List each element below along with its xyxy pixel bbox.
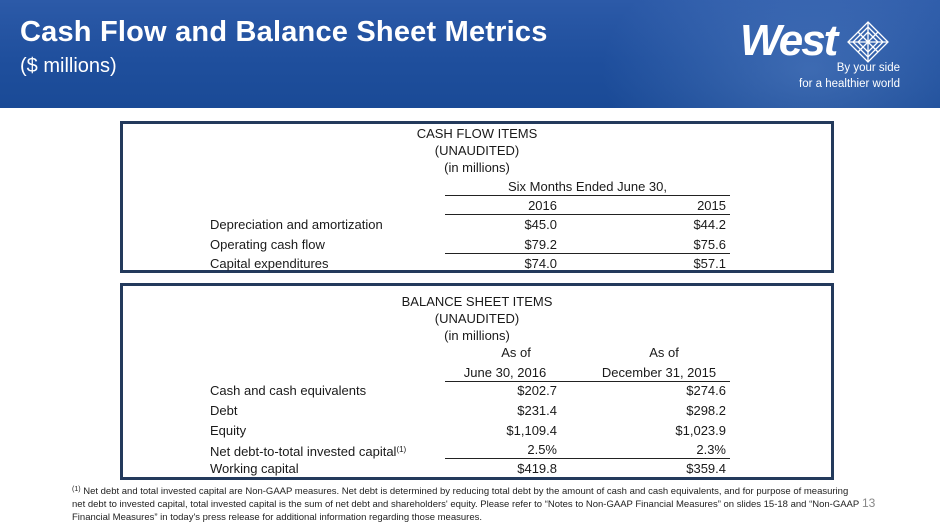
row-value: $202.7 — [517, 383, 557, 398]
page-number: 13 — [862, 496, 876, 510]
header-banner: Cash Flow and Balance Sheet Metrics ($ m… — [0, 0, 940, 108]
column-header-line1: As of — [501, 345, 531, 360]
total-rule — [445, 253, 730, 254]
logo-mark-icon — [847, 21, 889, 63]
balance-sheet-table: BALANCE SHEET ITEMS (UNAUDITED) (in mill… — [120, 283, 834, 480]
column-header-2015: 2015 — [697, 198, 726, 213]
row-label: Working capital — [210, 461, 299, 476]
row-value: $274.6 — [686, 383, 726, 398]
row-value: $231.4 — [517, 403, 557, 418]
row-label: Equity — [210, 423, 247, 438]
row-value: $74.0 — [524, 256, 557, 271]
page-subtitle: ($ millions) — [20, 55, 117, 77]
footnote-text: Net debt and total invested capital are … — [72, 486, 860, 523]
row-value: $57.1 — [693, 256, 726, 271]
page-title: Cash Flow and Balance Sheet Metrics — [20, 16, 548, 48]
row-label-text: Net debt-to-total invested capital — [210, 444, 397, 459]
row-label: Capital expenditures — [210, 256, 329, 271]
logo-tagline-1: By your side — [836, 62, 900, 74]
column-header-rule — [445, 214, 730, 215]
row-value: $419.8 — [517, 461, 557, 476]
row-value: 2.5% — [527, 442, 557, 457]
column-header-rule — [445, 381, 730, 382]
column-header-line2: June 30, 2016 — [463, 365, 547, 380]
cash-flow-table: CASH FLOW ITEMS (UNAUDITED) (in millions… — [120, 121, 834, 273]
row-value: $298.2 — [686, 403, 726, 418]
row-value: $79.2 — [524, 237, 557, 252]
row-value: $44.2 — [693, 217, 726, 232]
row-value: $1,109.4 — [506, 423, 557, 438]
column-header-2016: 2016 — [528, 198, 557, 213]
balance-sheet-unaudited: (UNAUDITED) — [434, 311, 520, 326]
footnote-ref: (1) — [396, 445, 407, 454]
logo-wordmark: West — [740, 16, 838, 65]
period-header: Six Months Ended June 30, — [508, 179, 667, 194]
footnote: (1) Net debt and total invested capital … — [72, 483, 862, 524]
cash-flow-title: CASH FLOW ITEMS — [416, 126, 538, 141]
cash-flow-unit: (in millions) — [444, 160, 510, 175]
period-header-rule — [445, 195, 730, 196]
row-label: Operating cash flow — [210, 237, 325, 252]
row-label: Depreciation and amortization — [210, 217, 383, 232]
row-label: Cash and cash equivalents — [210, 383, 367, 398]
row-value: $75.6 — [693, 237, 726, 252]
balance-sheet-unit: (in millions) — [444, 328, 510, 343]
row-value: 2.3% — [696, 442, 726, 457]
row-value: $1,023.9 — [675, 423, 726, 438]
cash-flow-unaudited: (UNAUDITED) — [434, 143, 520, 158]
west-logo: West By your side for a healthier world — [740, 14, 930, 100]
column-header-line1: As of — [649, 345, 679, 360]
footnote-marker: (1) — [72, 486, 81, 493]
row-value: $45.0 — [524, 217, 557, 232]
row-value: $359.4 — [686, 461, 726, 476]
balance-sheet-title: BALANCE SHEET ITEMS — [401, 294, 553, 309]
total-rule — [445, 458, 730, 459]
logo-tagline-2: for a healthier world — [799, 78, 900, 90]
row-label: Net debt-to-total invested capital(1) — [210, 442, 406, 460]
column-header-line2: December 31, 2015 — [601, 365, 717, 380]
row-label: Debt — [210, 403, 238, 418]
